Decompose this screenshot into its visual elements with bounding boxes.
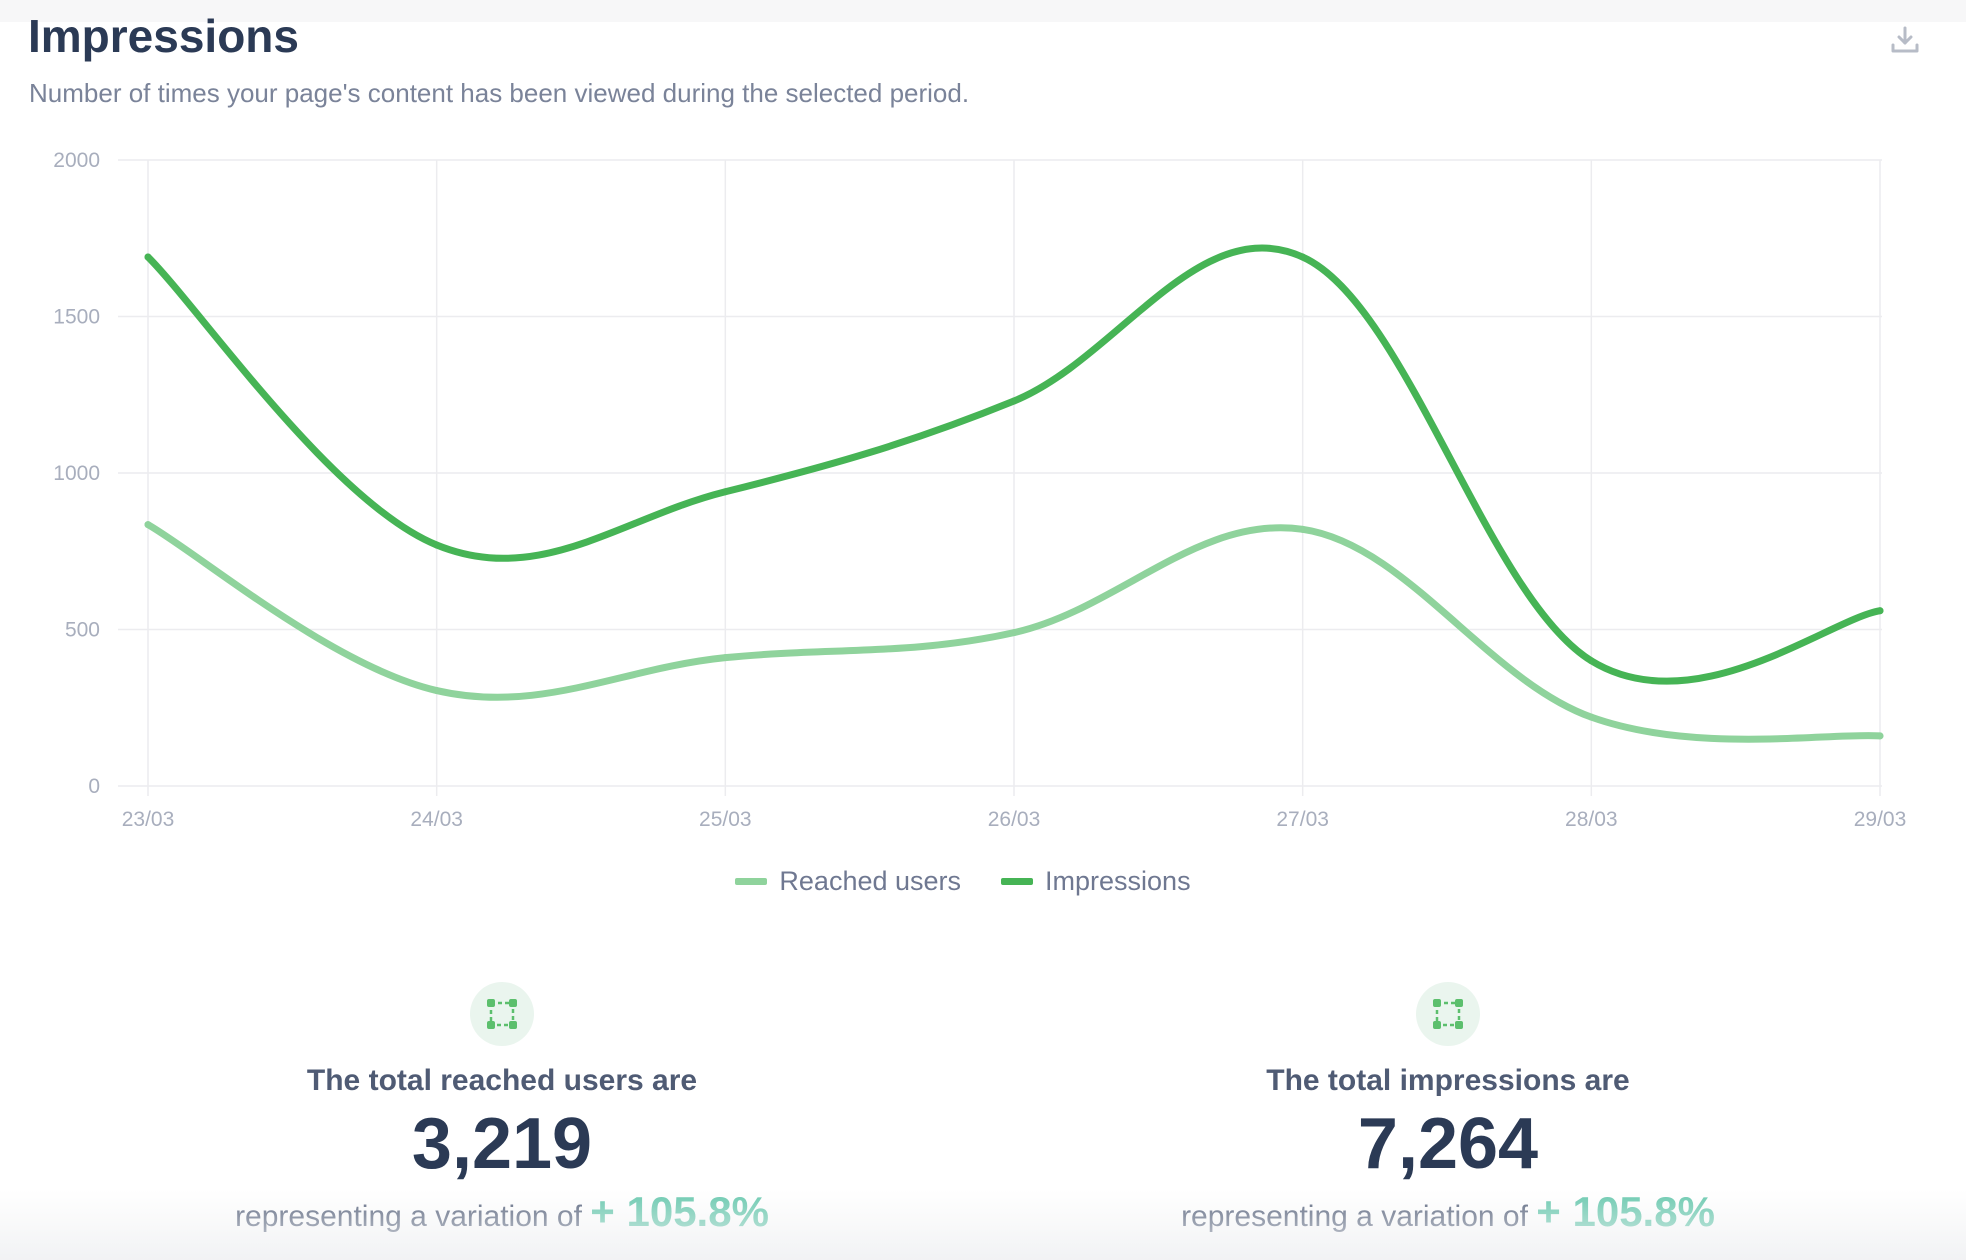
stat-variation: representing a variation of + 105.8% <box>152 1188 852 1236</box>
x-tick-label: 27/03 <box>1276 808 1329 831</box>
stat-reached-users: The total reached users are 3,219 repres… <box>152 982 852 1236</box>
data-point[interactable] <box>721 488 729 496</box>
variation-value: + 105.8% <box>590 1188 769 1235</box>
data-point[interactable] <box>1299 525 1307 533</box>
stat-value: 7,264 <box>1357 1104 1539 1184</box>
y-tick-label: 2000 <box>53 149 100 172</box>
data-point[interactable] <box>144 253 152 261</box>
legend-item-impressions[interactable]: Impressions <box>1001 866 1191 897</box>
download-icon <box>1891 26 1919 53</box>
x-tick-label: 28/03 <box>1565 808 1618 831</box>
data-point[interactable] <box>433 541 441 549</box>
legend-label: Impressions <box>1045 866 1191 896</box>
legend-label: Reached users <box>779 866 962 896</box>
stat-variation: representing a variation of + 105.8% <box>1098 1188 1798 1236</box>
data-point[interactable] <box>1876 607 1884 615</box>
data-point[interactable] <box>433 687 441 695</box>
stat-icon-circle <box>1416 982 1480 1046</box>
selection-icon <box>1433 999 1463 1029</box>
chart-grid <box>118 159 1882 796</box>
download-button[interactable] <box>1880 18 1930 62</box>
page-title: Impressions <box>28 10 299 62</box>
line-chart: 0 500 1000 1500 2000 23/03 24/03 25/03 26/03 27/… <box>53 149 1907 831</box>
y-tick-label: 1000 <box>53 462 100 485</box>
data-point[interactable] <box>1299 253 1307 261</box>
data-point[interactable] <box>1010 629 1018 637</box>
variation-prefix: representing a variation of <box>235 1200 582 1233</box>
x-tick-label: 24/03 <box>410 808 463 831</box>
y-tick-label: 1500 <box>53 306 100 329</box>
stat-value: 3,219 <box>411 1104 593 1184</box>
data-point[interactable] <box>144 521 152 529</box>
data-point[interactable] <box>1587 713 1595 721</box>
legend-swatch-reached-users <box>735 878 768 885</box>
impressions-chart: 0 500 1000 1500 2000 23/03 24/03 25/03 26/03 27/… <box>0 130 1966 960</box>
x-tick-label: 23/03 <box>122 808 175 831</box>
x-tick-label: 26/03 <box>988 808 1041 831</box>
selection-icon <box>487 999 517 1029</box>
y-tick-label: 500 <box>65 619 100 642</box>
variation-prefix: representing a variation of <box>1181 1200 1528 1233</box>
data-point[interactable] <box>1010 397 1018 405</box>
legend-swatch-impressions <box>1001 878 1034 885</box>
stat-icon-circle <box>470 982 534 1046</box>
top-strip <box>0 0 1966 22</box>
data-point[interactable] <box>1587 657 1595 665</box>
chart-legend: Reached users Impressions <box>0 866 1946 897</box>
data-point[interactable] <box>1876 732 1884 740</box>
stat-label: The total impressions are <box>1266 1064 1630 1097</box>
x-axis: 23/03 24/03 25/03 26/03 27/03 28/03 29/03 <box>122 808 1907 831</box>
x-tick-label: 29/03 <box>1854 808 1907 831</box>
legend-item-reached-users[interactable]: Reached users <box>735 866 961 897</box>
variation-value: + 105.8% <box>1536 1188 1715 1235</box>
stat-impressions: The total impressions are 7,264 represen… <box>1098 982 1798 1236</box>
page-subtitle: Number of times your page's content has … <box>29 78 970 108</box>
y-tick-label: 0 <box>88 775 100 798</box>
y-axis: 0 500 1000 1500 2000 <box>53 149 100 798</box>
data-point[interactable] <box>721 654 729 662</box>
chart-series <box>144 244 1884 743</box>
x-tick-label: 25/03 <box>699 808 752 831</box>
stat-label: The total reached users are <box>306 1064 698 1097</box>
